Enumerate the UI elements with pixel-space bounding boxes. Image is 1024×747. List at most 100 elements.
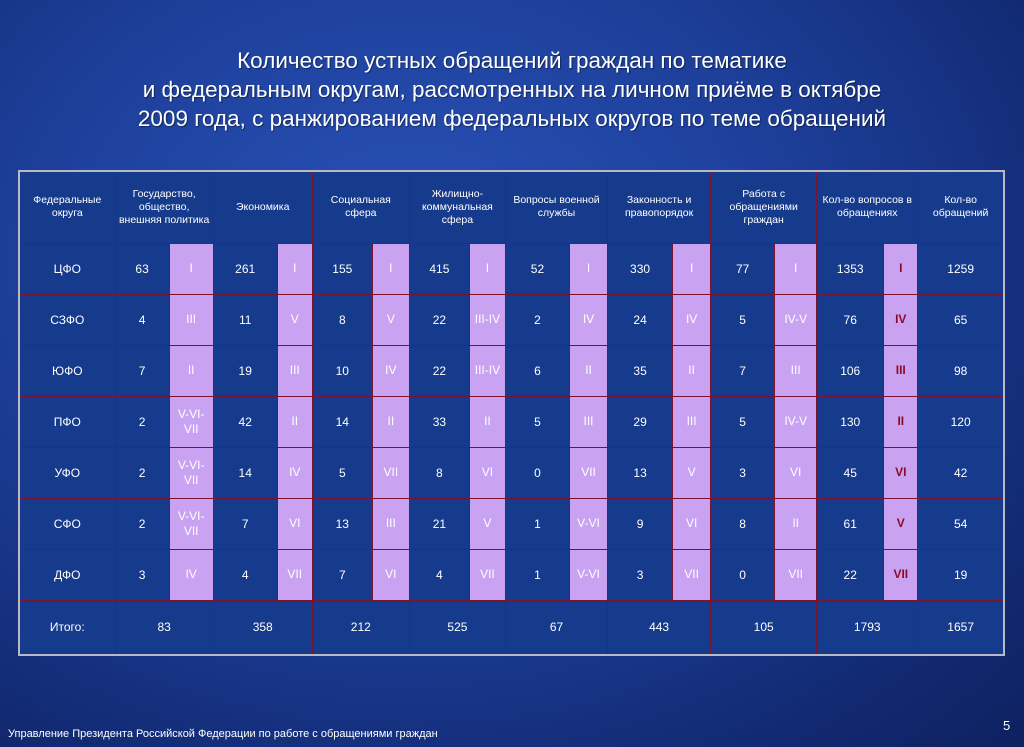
rank-cell: III xyxy=(168,293,214,346)
rank-cell: V-VI-VII xyxy=(168,395,214,448)
count-cell: 7 xyxy=(114,344,170,397)
count-cell: 54 xyxy=(917,497,1005,550)
rank-cell: II xyxy=(883,395,919,448)
count-cell: 8 xyxy=(408,446,470,499)
rank-cell: IV xyxy=(276,446,313,499)
count-cell: 14 xyxy=(212,446,278,499)
count-cell: 3 xyxy=(710,446,776,499)
count-cell: 33 xyxy=(408,395,470,448)
count-cell: 261 xyxy=(212,242,278,295)
total-cell: 105 xyxy=(710,599,818,656)
rank-cell: II xyxy=(672,344,712,397)
rank-cell: III xyxy=(276,344,313,397)
rank-cell: IV xyxy=(568,293,609,346)
rank-cell: II xyxy=(371,395,410,448)
rank-cell: I xyxy=(168,242,214,295)
count-cell: 7 xyxy=(710,344,776,397)
count-cell: 0 xyxy=(504,446,571,499)
count-cell: 35 xyxy=(607,344,674,397)
count-cell: 155 xyxy=(311,242,373,295)
rank-cell: II xyxy=(168,344,214,397)
header-housing: Жилищно-коммунальная сфера xyxy=(408,170,506,244)
count-cell: 22 xyxy=(816,548,885,601)
count-cell: 13 xyxy=(607,446,674,499)
rank-cell: II xyxy=(468,395,506,448)
rank-cell: V xyxy=(371,293,410,346)
total-cell: 525 xyxy=(408,599,506,656)
rank-cell: V-VI xyxy=(568,548,609,601)
title-line-2: и федеральным округам, рассмотренных на … xyxy=(142,77,882,102)
rank-cell: V xyxy=(883,497,919,550)
rank-cell: V xyxy=(468,497,506,550)
count-cell: 9 xyxy=(607,497,674,550)
count-cell: 7 xyxy=(311,548,373,601)
totals-row: Итого: 83 358 212 525 67 443 105 1793 1657 xyxy=(18,599,1005,656)
count-cell: 4 xyxy=(408,548,470,601)
rank-cell: IV-V xyxy=(774,395,818,448)
count-cell: 19 xyxy=(917,548,1005,601)
count-cell: 22 xyxy=(408,344,470,397)
district-name: СФО xyxy=(18,497,116,550)
count-cell: 5 xyxy=(710,293,776,346)
table-row: ЮФО 7 II 19 III 10 IV 22 III-IV 6 II 35 II 7 III 106 III… xyxy=(18,344,1005,397)
header-military: Вопросы военной службы xyxy=(504,170,609,244)
count-cell: 61 xyxy=(816,497,885,550)
rank-cell: III xyxy=(672,395,712,448)
count-cell: 1 xyxy=(504,497,571,550)
rank-cell: II xyxy=(774,497,818,550)
count-cell: 2 xyxy=(114,446,170,499)
slide-title: Количество устных обращений граждан по т… xyxy=(60,46,964,133)
header-state-society: Государство, общество, внешняя политика xyxy=(114,170,214,244)
rank-cell: VII xyxy=(672,548,712,601)
count-cell: 22 xyxy=(408,293,470,346)
count-cell: 5 xyxy=(504,395,571,448)
table-row: ДФО 3 IV 4 VII 7 VI 4 VII 1 V-VI 3 VII 0 VII 22 VII 19 xyxy=(18,548,1005,601)
count-cell: 11 xyxy=(212,293,278,346)
rank-cell: V xyxy=(672,446,712,499)
title-line-1: Количество устных обращений граждан по т… xyxy=(237,48,787,73)
table-row: СФО 2 V-VI-VII 7 VI 13 III 21 V 1 V-VI 9 VI 8 II 61 V 54 xyxy=(18,497,1005,550)
rank-cell: III xyxy=(371,497,410,550)
count-cell: 42 xyxy=(917,446,1005,499)
rank-cell: IV-V xyxy=(774,293,818,346)
table-row: ПФО 2 V-VI-VII 42 II 14 II 33 II 5 III 29 III 5 IV-V 13… xyxy=(18,395,1005,448)
rank-cell: III-IV xyxy=(468,293,506,346)
count-cell: 415 xyxy=(408,242,470,295)
rank-cell: I xyxy=(774,242,818,295)
appeals-table: Федеральные округа Государство, общество… xyxy=(18,170,1005,656)
rank-cell: VII xyxy=(371,446,410,499)
table-row: ЦФО 63 I 261 I 155 I 415 I 52 I 330 I 77 I 1353 I 1259 xyxy=(18,242,1005,295)
count-cell: 8 xyxy=(311,293,373,346)
count-cell: 1353 xyxy=(816,242,885,295)
rank-cell: IV xyxy=(883,293,919,346)
rank-cell: I xyxy=(883,242,919,295)
count-cell: 65 xyxy=(917,293,1005,346)
rank-cell: V xyxy=(276,293,313,346)
count-cell: 120 xyxy=(917,395,1005,448)
count-cell: 1 xyxy=(504,548,571,601)
rank-cell: IV xyxy=(168,548,214,601)
count-cell: 4 xyxy=(114,293,170,346)
count-cell: 14 xyxy=(311,395,373,448)
total-cell: 67 xyxy=(504,599,609,656)
total-cell: 1657 xyxy=(917,599,1005,656)
district-name: ДФО xyxy=(18,548,116,601)
rank-cell: I xyxy=(371,242,410,295)
count-cell: 13 xyxy=(311,497,373,550)
rank-cell: VI xyxy=(276,497,313,550)
count-cell: 4 xyxy=(212,548,278,601)
header-law: Законность и правопорядок xyxy=(607,170,712,244)
total-cell: 1793 xyxy=(816,599,919,656)
header-districts: Федеральные округа xyxy=(18,170,116,244)
rank-cell: VI xyxy=(672,497,712,550)
rank-cell: IV xyxy=(371,344,410,397)
district-name: ПФО xyxy=(18,395,116,448)
count-cell: 63 xyxy=(114,242,170,295)
rank-cell: VII xyxy=(568,446,609,499)
count-cell: 5 xyxy=(710,395,776,448)
header-questions-count: Кол-во вопросов в обращениях xyxy=(816,170,919,244)
count-cell: 7 xyxy=(212,497,278,550)
rank-cell: III xyxy=(568,395,609,448)
count-cell: 3 xyxy=(114,548,170,601)
header-economy: Экономика xyxy=(212,170,313,244)
